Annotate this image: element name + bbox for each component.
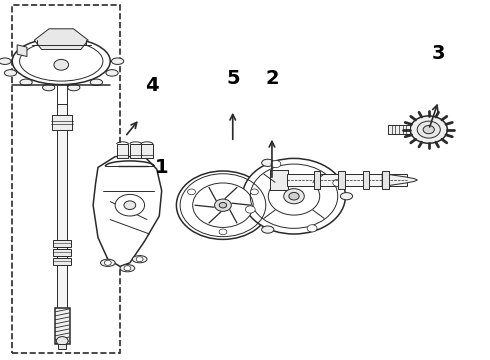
Ellipse shape: [341, 193, 353, 200]
Circle shape: [307, 225, 317, 232]
Circle shape: [410, 116, 447, 143]
Bar: [52, 115, 72, 130]
Circle shape: [56, 337, 68, 345]
Ellipse shape: [262, 159, 274, 166]
Polygon shape: [382, 174, 417, 186]
Ellipse shape: [4, 70, 17, 76]
Circle shape: [333, 179, 343, 186]
Ellipse shape: [262, 226, 274, 233]
Bar: [388, 125, 410, 134]
Circle shape: [271, 161, 281, 168]
Ellipse shape: [120, 265, 135, 272]
Circle shape: [219, 202, 227, 208]
Circle shape: [423, 126, 434, 134]
Circle shape: [219, 229, 227, 235]
Circle shape: [176, 171, 270, 239]
Circle shape: [284, 189, 304, 204]
Circle shape: [188, 189, 196, 195]
Bar: [382, 171, 389, 189]
Ellipse shape: [68, 84, 80, 91]
Text: 3: 3: [432, 44, 445, 63]
Circle shape: [115, 194, 145, 216]
Text: 1: 1: [154, 158, 168, 177]
Ellipse shape: [20, 79, 32, 86]
Circle shape: [243, 158, 345, 234]
Polygon shape: [17, 45, 27, 57]
Ellipse shape: [111, 58, 123, 64]
Bar: [314, 171, 320, 189]
Text: 5: 5: [226, 69, 240, 88]
Bar: [141, 144, 153, 158]
Circle shape: [289, 192, 299, 200]
Bar: [287, 174, 407, 186]
Bar: [130, 144, 142, 158]
Ellipse shape: [90, 79, 102, 86]
Circle shape: [193, 183, 253, 228]
Bar: [53, 240, 71, 247]
Text: 2: 2: [265, 69, 279, 88]
Circle shape: [104, 260, 111, 265]
Ellipse shape: [100, 259, 115, 266]
Ellipse shape: [132, 256, 147, 263]
Bar: [58, 344, 66, 349]
Circle shape: [54, 59, 69, 70]
Bar: [55, 308, 70, 344]
Text: 4: 4: [145, 76, 159, 95]
Ellipse shape: [12, 38, 110, 85]
Bar: [53, 258, 71, 265]
Bar: [117, 144, 128, 158]
Bar: [363, 171, 369, 189]
Ellipse shape: [0, 58, 11, 64]
Ellipse shape: [43, 84, 55, 91]
Polygon shape: [93, 157, 162, 266]
Circle shape: [417, 121, 441, 138]
Bar: [57, 104, 67, 279]
Bar: [53, 249, 71, 256]
Bar: [270, 170, 288, 190]
Bar: [338, 171, 345, 189]
Circle shape: [250, 189, 258, 195]
FancyBboxPatch shape: [12, 5, 120, 353]
Circle shape: [124, 266, 131, 271]
Bar: [57, 265, 67, 308]
Circle shape: [136, 257, 143, 262]
Circle shape: [124, 201, 136, 210]
Circle shape: [245, 206, 255, 213]
Polygon shape: [34, 29, 88, 50]
Ellipse shape: [106, 70, 118, 76]
Circle shape: [215, 199, 231, 211]
